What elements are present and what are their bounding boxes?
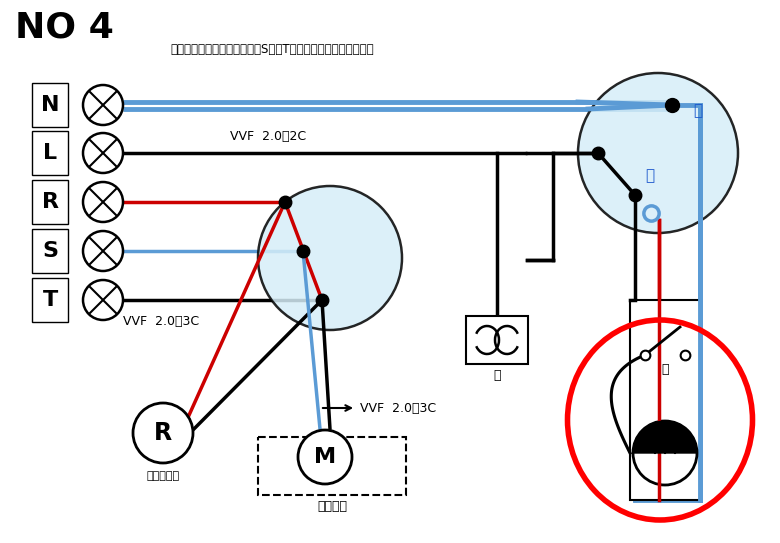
- Bar: [466, 316, 528, 364]
- Circle shape: [83, 231, 123, 271]
- Text: VVF  2.0－2C: VVF 2.0－2C: [230, 130, 306, 143]
- Bar: [32, 131, 68, 175]
- Text: イ: イ: [493, 369, 501, 382]
- Text: NO 4: NO 4: [15, 10, 114, 44]
- Text: R: R: [154, 421, 172, 445]
- Text: R: R: [41, 192, 58, 212]
- Text: L: L: [43, 143, 57, 163]
- Text: S: S: [42, 241, 58, 261]
- Text: 電源表示灯: 電源表示灯: [147, 471, 179, 481]
- Bar: [32, 180, 68, 224]
- Wedge shape: [633, 421, 697, 453]
- Text: T: T: [42, 290, 58, 310]
- Circle shape: [258, 186, 402, 330]
- Text: 施工条件として電源表示灯をS相とT相に接続を想定しています: 施工条件として電源表示灯をS相とT相に接続を想定しています: [170, 43, 374, 56]
- Bar: [32, 229, 68, 273]
- Text: 施工省略: 施工省略: [317, 500, 347, 513]
- Circle shape: [83, 182, 123, 222]
- Circle shape: [298, 430, 352, 484]
- Circle shape: [83, 280, 123, 320]
- Circle shape: [83, 85, 123, 125]
- Circle shape: [133, 403, 193, 463]
- Text: N: N: [41, 95, 59, 115]
- Bar: [32, 278, 68, 322]
- Circle shape: [633, 421, 697, 485]
- Text: イ: イ: [661, 363, 668, 376]
- Text: 少: 少: [693, 103, 702, 118]
- Bar: [258, 437, 406, 495]
- Bar: [630, 300, 700, 500]
- Text: VVF  2.0－3C: VVF 2.0－3C: [360, 401, 436, 414]
- Text: VVF  2.0－3C: VVF 2.0－3C: [123, 315, 199, 328]
- Text: M: M: [314, 447, 336, 467]
- Bar: [32, 83, 68, 127]
- Circle shape: [83, 133, 123, 173]
- Text: 少: 少: [645, 168, 654, 183]
- Circle shape: [578, 73, 738, 233]
